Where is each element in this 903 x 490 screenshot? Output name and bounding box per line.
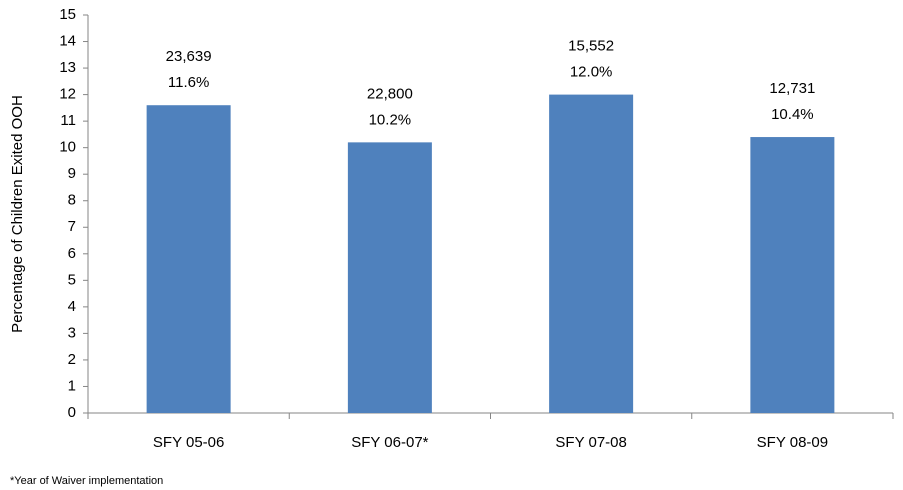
y-tick-label: 6 [68, 245, 76, 262]
bar [347, 142, 432, 414]
y-tick-label: 9 [68, 165, 76, 182]
y-tick-label: 13 [59, 59, 76, 76]
y-tick-label: 4 [68, 298, 76, 315]
y-tick-label: 10 [59, 139, 76, 156]
y-tick-label: 15 [59, 6, 76, 23]
bar [146, 105, 231, 414]
footnote: *Year of Waiver implementation [10, 475, 163, 487]
value-label: 11.6% [168, 74, 209, 91]
bar [549, 94, 634, 413]
y-tick-label: 0 [68, 404, 76, 421]
y-tick-label: 5 [68, 271, 76, 288]
x-tick-label: SFY 06-07* [351, 434, 428, 451]
y-tick-label: 3 [68, 324, 76, 341]
count-label: 22,800 [367, 85, 413, 102]
y-axis-label: Percentage of Children Exited OOH [9, 95, 26, 333]
y-tick-label: 12 [59, 86, 76, 103]
y-tick-label: 8 [68, 192, 76, 209]
x-tick-label: SFY 08-09 [757, 434, 828, 451]
x-tick-label: SFY 07-08 [555, 434, 626, 451]
y-tick-label: 11 [60, 112, 76, 129]
bar [750, 137, 835, 413]
y-tick-label: 2 [68, 351, 76, 368]
y-tick-label: 1 [68, 377, 76, 394]
y-tick-label: 14 [59, 33, 76, 50]
x-tick-label: SFY 05-06 [153, 434, 224, 451]
count-label: 23,639 [166, 48, 212, 65]
value-label: 10.4% [771, 106, 814, 123]
count-label: 12,731 [769, 80, 815, 97]
count-label: 15,552 [568, 38, 614, 55]
value-label: 12.0% [570, 64, 613, 81]
y-tick-label: 7 [68, 218, 76, 235]
value-label: 10.2% [369, 111, 412, 128]
